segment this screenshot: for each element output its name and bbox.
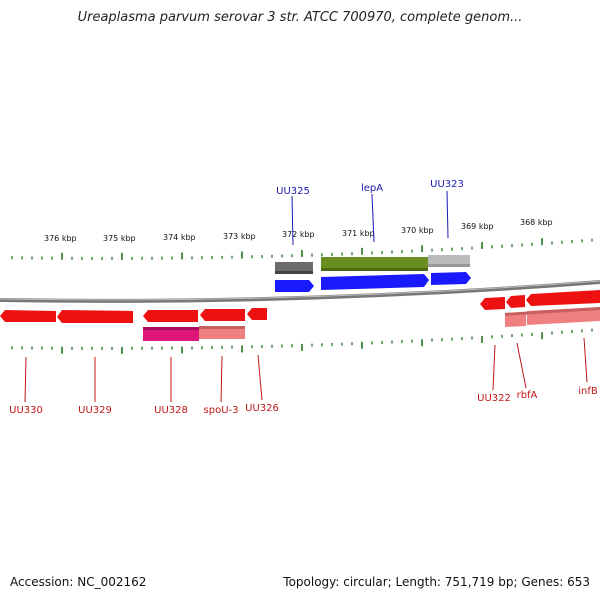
gene-label-uu326[interactable]: UU326 <box>245 403 279 414</box>
scale-label: 376 kbp <box>44 234 77 243</box>
gene-label-uu325[interactable]: UU325 <box>276 186 310 197</box>
feature-block-olive[interactable] <box>321 257 428 271</box>
gene-arrow-uu323[interactable] <box>431 272 471 285</box>
scale-labels: 376 kbp 375 kbp 374 kbp 373 kbp 372 kbp … <box>44 218 553 243</box>
leader-lepa <box>371 193 375 243</box>
leader-uu325 <box>291 195 294 246</box>
gene-label-rbfa[interactable]: rbfA <box>517 390 538 401</box>
gene-arrow-spou-3[interactable] <box>200 309 245 321</box>
label-leaders <box>24 190 588 403</box>
genome-summary-text: Topology: circular; Length: 751,719 bp; … <box>283 575 590 589</box>
scale-label: 370 kbp <box>401 226 434 235</box>
leader-uu323 <box>446 190 449 239</box>
leader-uu330 <box>24 356 27 403</box>
gene-label-uu322[interactable]: UU322 <box>477 393 511 404</box>
gene-label-uu329[interactable]: UU329 <box>78 405 112 416</box>
gene-labels: UU325 lepA UU323 UU330 UU329 UU328 spoU-… <box>9 179 598 416</box>
scale-label: 372 kbp <box>282 230 315 239</box>
feature-block-grey-shade <box>275 271 313 274</box>
gene-arrow-uu322[interactable] <box>480 297 505 310</box>
leader-uu322 <box>492 344 496 391</box>
gene-label-infb[interactable]: infB <box>578 386 598 397</box>
reverse-genes <box>0 290 600 323</box>
gene-label-lepa[interactable]: lepA <box>361 183 383 194</box>
scale-ticks-bottom <box>11 328 593 354</box>
feature-track-lower <box>143 307 600 341</box>
forward-genes <box>275 272 471 292</box>
gene-label-uu330[interactable]: UU330 <box>9 405 43 416</box>
leader-rbfa <box>516 342 527 389</box>
gene-arrow-lepa[interactable] <box>321 274 429 290</box>
accession-text: Accession: NC_002162 <box>10 575 147 589</box>
gene-arrow-uu328[interactable] <box>143 310 198 322</box>
gene-arrow-uu325[interactable] <box>275 280 314 292</box>
gene-arrow-uu326[interactable] <box>247 308 267 320</box>
scale-label: 373 kbp <box>223 232 256 241</box>
scale-label: 371 kbp <box>342 229 375 238</box>
map-title: Ureaplasma parvum serovar 3 str. ATCC 70… <box>77 10 523 25</box>
gene-arrow-uu329[interactable] <box>57 310 133 323</box>
gene-arrow-rbfa[interactable] <box>506 295 525 308</box>
gene-arrow-uu330[interactable] <box>0 310 56 322</box>
feature-block-salmon-left-shade <box>199 326 245 329</box>
gene-label-uu328[interactable]: UU328 <box>154 405 188 416</box>
genome-backbone-highlight <box>0 280 600 301</box>
feature-block-magenta[interactable] <box>143 327 199 341</box>
scale-label: 369 kbp <box>461 222 494 231</box>
feature-block-light-grey-shade <box>428 264 470 267</box>
gene-arrow-infb[interactable] <box>526 290 600 306</box>
leader-spou-3 <box>220 355 223 403</box>
gene-label-uu323[interactable]: UU323 <box>430 179 464 190</box>
scale-label: 375 kbp <box>103 234 136 243</box>
feature-block-salmon-right-shade <box>505 307 600 316</box>
feature-block-salmon-left[interactable] <box>199 326 245 339</box>
genome-backbone <box>0 280 600 303</box>
gene-label-spou-3[interactable]: spoU-3 <box>204 405 239 416</box>
scale-ticks-top <box>11 238 593 260</box>
scale-label: 368 kbp <box>520 218 553 227</box>
scale-label: 374 kbp <box>163 233 196 242</box>
leader-infb <box>583 337 588 383</box>
feature-block-olive-shade <box>321 268 428 271</box>
feature-block-magenta-shade <box>143 327 199 330</box>
feature-track-upper <box>275 255 470 274</box>
leader-uu326 <box>257 354 263 401</box>
feature-block-salmon-right-small[interactable] <box>505 312 526 327</box>
